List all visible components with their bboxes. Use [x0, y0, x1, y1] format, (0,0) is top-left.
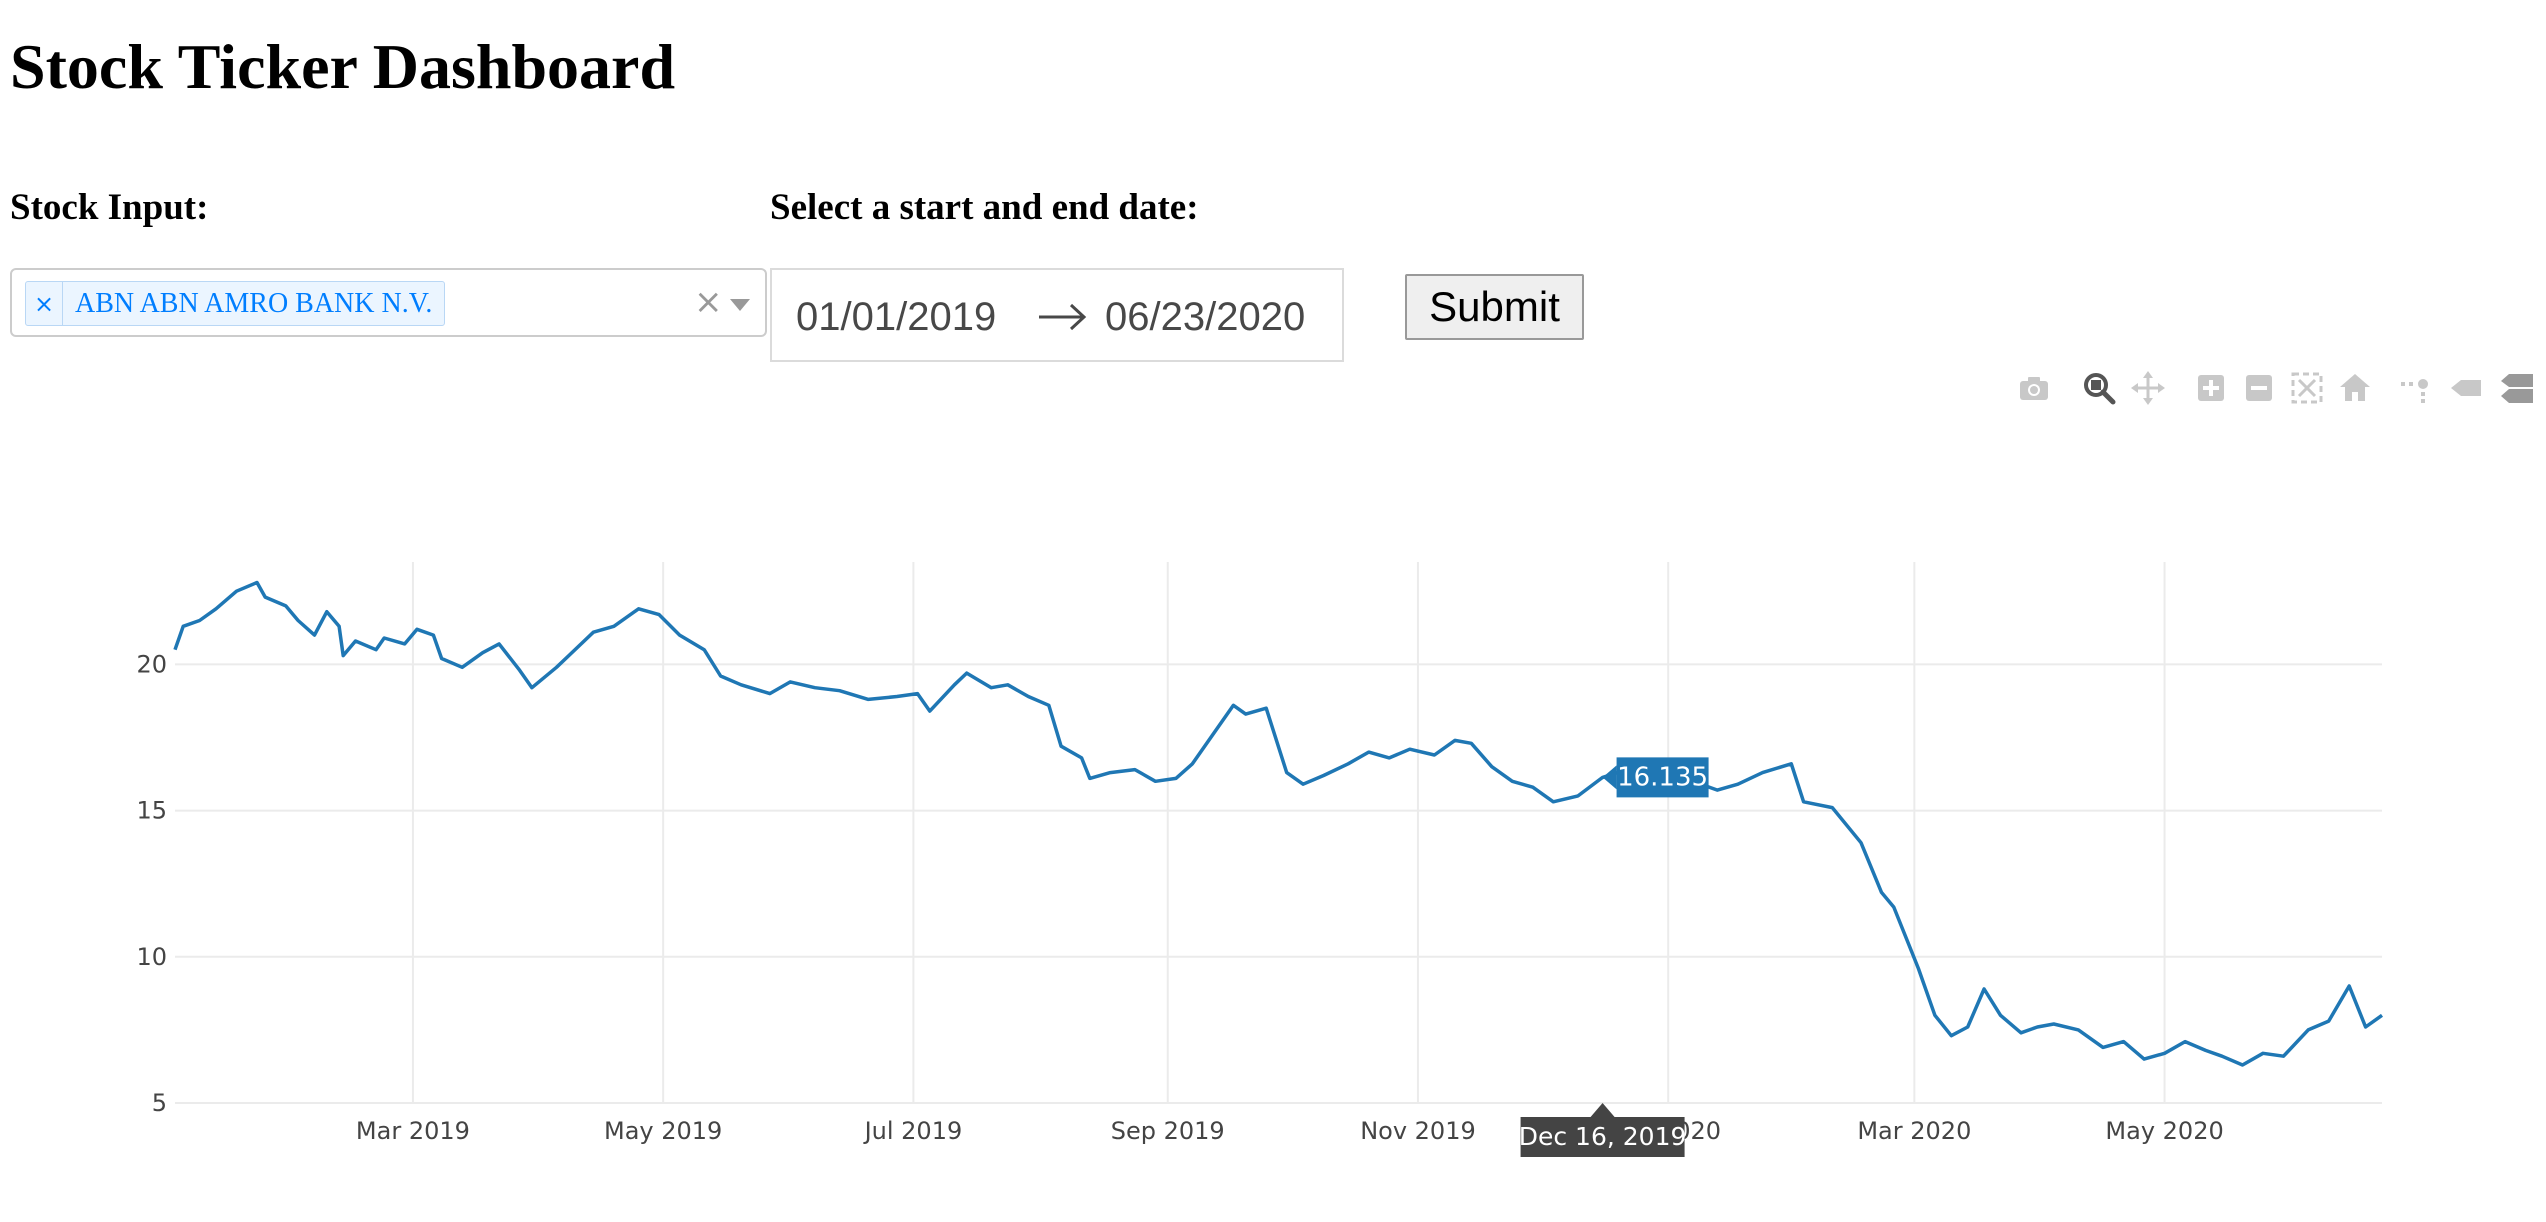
- x-tick-label: May 2020: [2105, 1117, 2223, 1145]
- stock-price-chart[interactable]: 5 10 15 20 Mar 2019 May 2019 Jul 2019 Sep 2019…: [0, 540, 2546, 1180]
- pan-icon[interactable]: [2130, 370, 2166, 406]
- zoom-icon[interactable]: [2081, 370, 2117, 406]
- x-tick-label: Jul 2019: [863, 1117, 963, 1145]
- hover-pointer: [1602, 765, 1617, 790]
- hover-value-label: 16.135: [1617, 762, 1708, 792]
- end-date-input[interactable]: 06/23/2020: [1105, 295, 1306, 339]
- price-series: [173, 580, 2384, 1067]
- stock-chip: × ABN ABN AMRO BANK N.V.: [25, 281, 446, 326]
- price-line: [173, 580, 2384, 1067]
- date-range-picker: 01/01/2019 06/23/2020: [770, 268, 1344, 362]
- hover-compare-icon[interactable]: [2499, 370, 2535, 406]
- x-tick-label: Mar 2019: [356, 1117, 470, 1145]
- page-title: Stock Ticker Dashboard: [10, 31, 676, 102]
- zoom-in-icon[interactable]: [2193, 370, 2229, 406]
- hover-date-label: Dec 16, 2019: [1519, 1122, 1687, 1151]
- grid-lines: [175, 562, 2382, 1104]
- hover-tooltip: 16.135 Dec 16, 2019: [1519, 757, 1709, 1157]
- camera-icon[interactable]: [2016, 370, 2052, 406]
- hover-value-box: [1616, 757, 1709, 798]
- autoscale-icon[interactable]: [2289, 370, 2325, 406]
- reset-axes-icon[interactable]: [2337, 370, 2373, 406]
- y-tick-label: 20: [136, 650, 167, 678]
- y-tick-label: 5: [152, 1089, 167, 1117]
- x-tick-label: Sep 2019: [1111, 1117, 1225, 1145]
- hover-date-pointer: [1590, 1103, 1615, 1117]
- x-axis: Mar 2019 May 2019 Jul 2019 Sep 2019 Nov 2019…: [356, 1117, 2224, 1145]
- zoom-out-icon[interactable]: [2241, 370, 2277, 406]
- x-tick-label: Mar 2020: [1857, 1117, 1971, 1145]
- spike-lines-icon[interactable]: [2397, 370, 2433, 406]
- hover-closest-icon[interactable]: [2447, 370, 2483, 406]
- remove-chip-icon[interactable]: ×: [26, 282, 63, 325]
- date-range-label: Select a start and end date:: [770, 187, 1199, 228]
- arrow-right-icon: [1039, 303, 1087, 331]
- y-tick-label: 15: [136, 797, 167, 825]
- stock-multiselect[interactable]: × ABN ABN AMRO BANK N.V. ×: [10, 268, 767, 337]
- start-date-input[interactable]: 01/01/2019: [796, 295, 997, 339]
- chart-modebar: [0, 370, 2546, 410]
- y-axis: 5 10 15 20: [136, 650, 167, 1117]
- x-tick-label: May 2019: [604, 1117, 722, 1145]
- chevron-down-icon[interactable]: [730, 299, 750, 311]
- x-tick-label: Nov 2019: [1360, 1117, 1476, 1145]
- clear-all-icon[interactable]: ×: [694, 282, 723, 322]
- hover-date-box: [1520, 1117, 1685, 1157]
- stock-input-label: Stock Input:: [10, 187, 209, 228]
- y-tick-label: 10: [136, 943, 167, 971]
- submit-button[interactable]: Submit: [1405, 274, 1584, 340]
- stock-chip-label: ABN ABN AMRO BANK N.V.: [75, 288, 433, 319]
